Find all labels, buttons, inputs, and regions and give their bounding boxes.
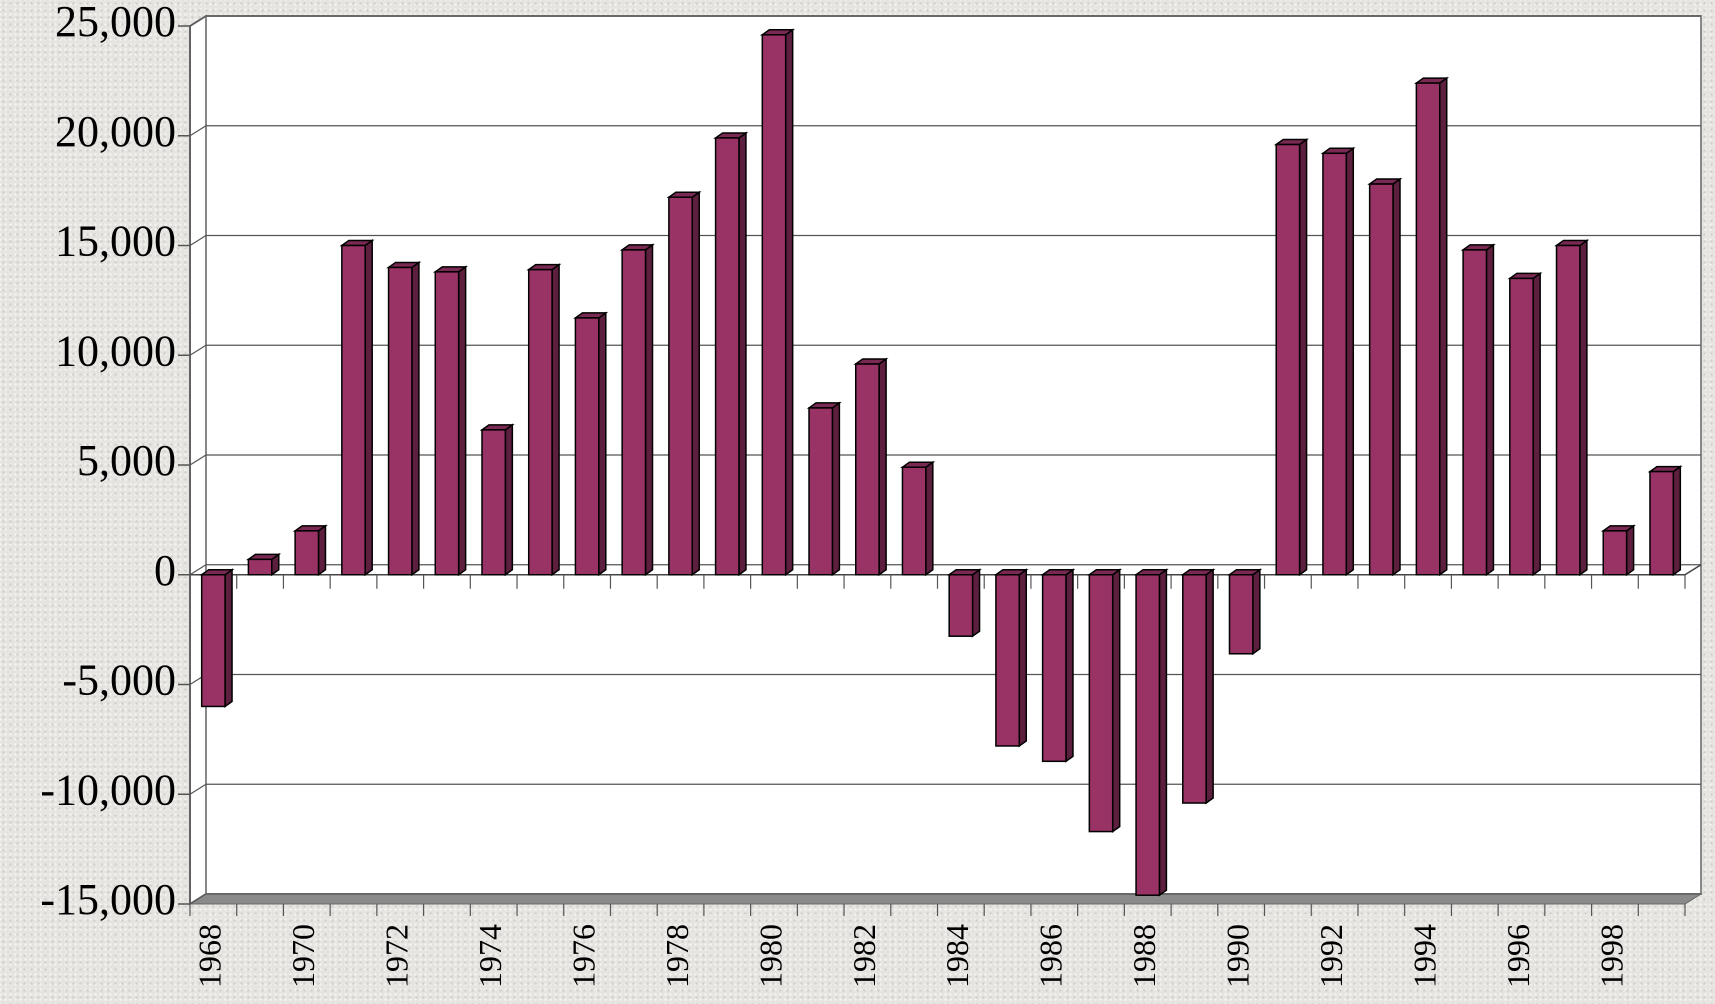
bar [1602,530,1628,576]
x-tick-label: 1988 [1126,924,1162,988]
y-tick-label: 5,000 [77,436,176,485]
bar [434,271,460,576]
bar-side [504,423,514,577]
bar [1368,183,1394,576]
bar [1415,82,1441,576]
grid-line [189,234,1701,247]
bar [714,137,740,576]
bar [527,268,553,576]
bar [574,317,600,576]
bar-side [1111,568,1121,834]
bar-side [1532,271,1541,577]
bar-side [1205,568,1214,805]
bar-side [1579,239,1588,577]
bar-side [1485,243,1495,577]
bar-side [598,311,607,577]
bar-side [971,568,981,638]
x-tick-label: 1994 [1406,924,1442,988]
x-tick-label: 1990 [1220,924,1256,988]
bar-side [784,28,794,577]
bar [1275,143,1301,576]
bar [1649,470,1675,576]
bar-side [738,131,747,577]
x-tick-label: 1986 [1033,924,1069,988]
bar-side [1345,146,1355,577]
bar [481,429,507,576]
bar [995,574,1021,747]
x-tick-label: 1970 [285,924,321,988]
x-tick-label: 1982 [846,924,882,988]
bar-side [1018,568,1028,748]
bar [1041,574,1067,763]
x-tick-label: 1996 [1500,924,1536,988]
bar [294,530,320,576]
y-tick-label: 25,000 [55,0,176,46]
bar [761,34,787,576]
bar-side [831,401,841,577]
bar-side [364,239,373,577]
bar-side [551,263,560,577]
bar-side [644,243,654,577]
bar-side [1065,568,1074,763]
x-tick-label: 1974 [472,924,508,988]
y-tick-label: 0 [154,546,176,595]
bar-side [1158,568,1168,897]
x-tick-label: 1984 [939,924,975,988]
bar [1228,574,1254,655]
bar-side [1252,568,1261,656]
y-tick-label: 20,000 [55,107,176,156]
x-tick-label: 1998 [1593,924,1629,988]
bar-side [224,568,233,708]
bar [948,574,974,637]
bar [1509,277,1534,576]
bar [1182,574,1207,804]
bar-side [1438,76,1448,577]
bar [1088,574,1114,833]
x-tick-label: 1980 [752,924,788,988]
grid-line [189,454,1701,466]
y-tick-label: -5,000 [62,656,176,705]
y-tick-label: 10,000 [55,326,176,375]
bar [1555,244,1581,576]
bar-side [1625,524,1635,577]
x-tick-label: 1976 [565,924,601,988]
bar [621,249,647,576]
grid-line [189,344,1701,356]
bar-side [925,460,934,577]
y-tick-label: -10,000 [40,765,176,814]
grid-line [189,125,1701,137]
grid-line [189,15,1701,27]
bar [200,574,226,708]
grid-line [189,564,1701,576]
bar [668,196,693,576]
y-tick-label: -15,000 [40,875,176,924]
bar [808,407,834,576]
bar-side [1298,138,1308,577]
bar [854,363,880,576]
bar-side [1392,177,1401,577]
x-tick-label: 1978 [659,924,695,988]
x-tick-label: 1972 [379,924,415,988]
y-tick-label: 15,000 [55,217,176,266]
bar [247,558,273,576]
bar-side [411,260,420,577]
x-tick-label: 1992 [1313,924,1349,988]
floor [188,893,1703,905]
x-tick-label: 1968 [192,924,228,988]
bar-side [1672,465,1682,577]
bar [387,266,413,576]
bar-side [691,190,700,577]
bar [1135,574,1161,896]
grid-line [189,893,1701,905]
bar [1462,249,1488,576]
bar [341,244,366,576]
bar [1322,152,1348,576]
bar-side [457,265,467,577]
bar-side [878,357,887,577]
bar [901,466,927,576]
bar-side [317,524,327,577]
